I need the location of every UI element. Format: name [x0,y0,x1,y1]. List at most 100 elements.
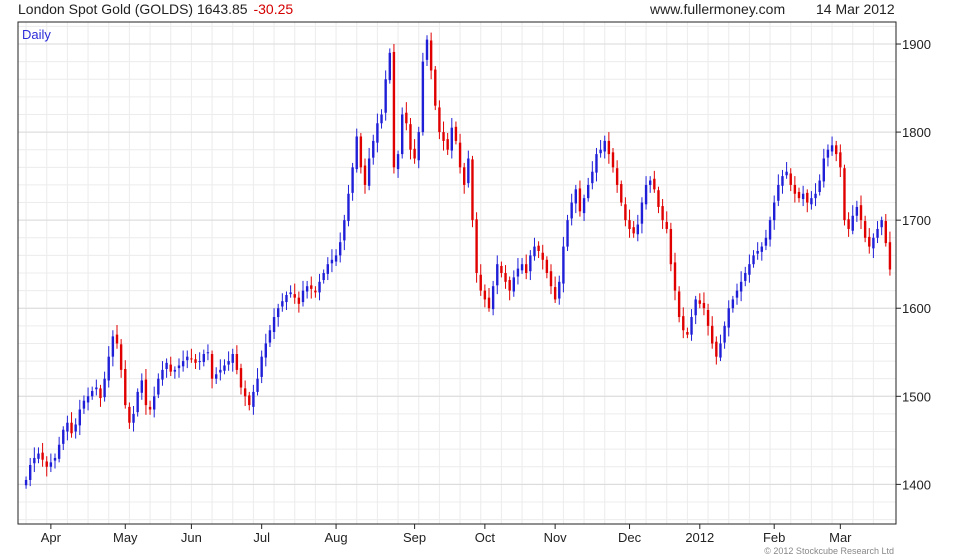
candle-down [475,219,478,273]
candle-up [198,361,201,363]
candle-up [491,286,495,310]
candle-down [673,262,677,291]
candle-down [624,204,627,221]
candle-up [566,220,569,247]
candle-down [657,190,660,207]
candle-down [359,136,363,168]
x-tick-label: Nov [544,530,568,545]
candle-up [177,365,181,369]
candle-down [479,274,482,291]
candle-up [206,352,210,354]
candle-up [777,184,780,201]
candle-down [45,461,48,467]
candle-up [132,413,135,423]
candle-down [434,69,437,106]
y-tick-label: 1900 [902,37,931,52]
candle-up [78,409,81,426]
candle-up [264,343,267,358]
candle-down [682,316,685,331]
candle-up [872,237,875,249]
candle-down [545,259,549,273]
candle-down [537,245,540,251]
candle-down [500,265,503,273]
candle-up [326,264,329,274]
candle-down [715,341,718,357]
candle-down [413,148,416,159]
candle-up [595,154,598,173]
candle-down [578,188,582,212]
candle-up [215,374,218,379]
candle-down [210,354,214,379]
candle-down [314,290,317,293]
candle-up [227,361,230,365]
candle-down [194,359,197,363]
candle-up [512,277,515,292]
candle-up [318,281,321,293]
candle-up [49,462,53,467]
candle-down [711,325,714,344]
candle-up [516,268,520,277]
candle-down [504,273,507,282]
candle-up [219,369,222,373]
candle-up [384,79,387,113]
candle-up [814,193,817,199]
candle-up [281,301,284,307]
candle-up [719,343,722,358]
chart-date: 14 Mar 2012 [816,1,895,17]
candle-up [82,400,86,409]
chart-title: London Spot Gold (GOLDS) 1643.85 -30.25 [18,1,294,17]
candle-up [851,215,854,231]
candle-up [107,356,110,381]
candle-up [103,378,106,398]
candle-down [446,139,449,150]
candle-up [339,242,342,256]
candle-down [665,221,668,229]
candle-down [508,280,511,291]
candle-down [549,271,553,287]
candle-down [888,242,892,270]
candle-up [53,457,57,461]
candle-down [99,388,102,399]
candle-down [438,107,441,133]
candle-up [165,362,168,369]
candle-up [640,202,644,224]
chart-header: London Spot Gold (GOLDS) 1643.85 -30.25 … [0,0,980,22]
plot-frame [17,21,897,525]
candle-up [62,429,65,444]
candle-up [599,149,602,154]
candle-up [417,132,420,161]
candle-down [239,368,243,388]
candle-up [277,308,280,318]
candle-up [256,378,259,392]
candle-up [591,171,594,184]
y-tick-label: 1600 [902,301,931,316]
candle-up [367,158,371,186]
x-tick-label: May [113,530,138,545]
candle-down [677,291,681,318]
candle-up [496,264,499,286]
candle-up [818,180,821,192]
x-tick-label: Mar [829,530,852,545]
candle-up [161,369,164,380]
candle-up [450,127,453,151]
candle-up [562,246,565,284]
candle-up [574,189,577,204]
candle-up [636,224,639,235]
candle-up [153,396,156,410]
candle-up [173,369,177,372]
x-tick-label: Jul [253,530,270,545]
candle-up [305,286,309,292]
candle-up [764,237,768,246]
candle-down [41,452,44,460]
candle-up [735,290,739,298]
candle-down [119,344,123,370]
x-tick-label: Dec [618,530,642,545]
candle-down [463,167,466,185]
candle-up [533,246,536,257]
candle-up [421,61,425,133]
candle-up [347,193,350,222]
candle-up [372,140,375,158]
candle-up [826,149,830,158]
candle-up [343,220,346,241]
candle-up [272,317,276,333]
